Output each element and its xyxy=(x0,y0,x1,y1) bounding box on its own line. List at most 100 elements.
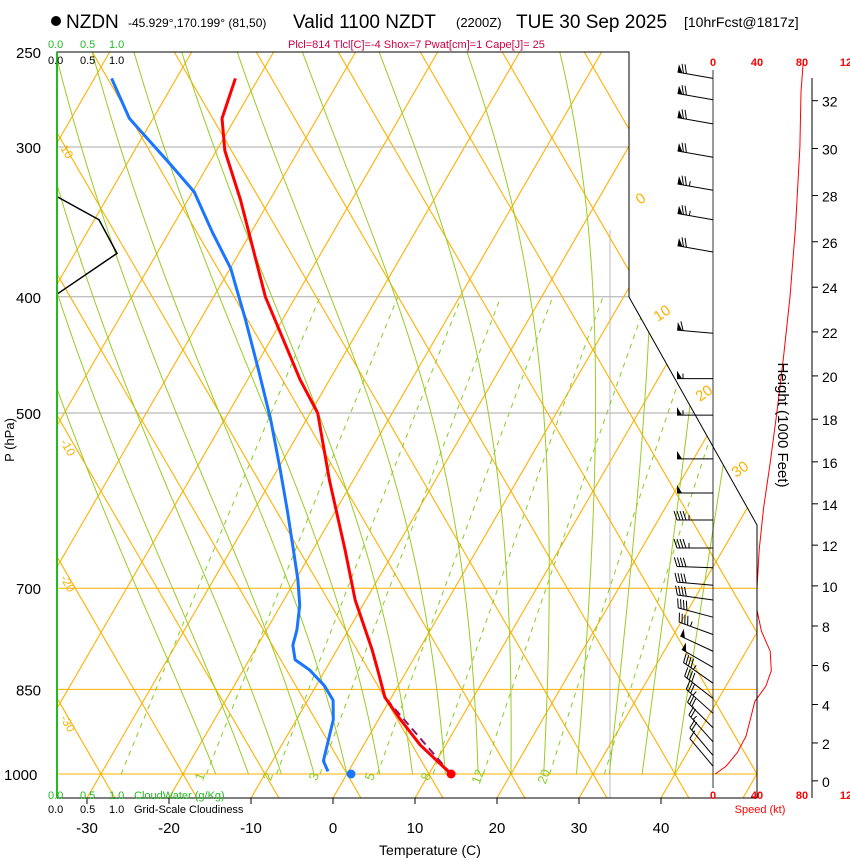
wind-barb-tick xyxy=(691,721,698,731)
wind-barb-pennant xyxy=(677,407,682,416)
wind-barb-pennant xyxy=(677,85,683,95)
isotherm-line xyxy=(250,52,685,798)
wind-barb xyxy=(683,653,714,684)
y-axis-label: P (hPa) xyxy=(2,418,17,462)
speed-tick: 12 xyxy=(840,790,850,802)
moist-adiabat-label: 30 xyxy=(729,458,752,481)
wind-barb xyxy=(677,450,713,460)
speed-tick: 40 xyxy=(751,790,763,802)
dry-adiabat-line xyxy=(419,52,757,798)
wind-barb xyxy=(677,237,714,253)
height-tick-label: 28 xyxy=(822,189,838,205)
x-tick-label: 20 xyxy=(489,820,506,837)
isotherm-label: -30 xyxy=(57,713,78,735)
wind-barb-half-tick xyxy=(692,715,697,720)
pressure-tick-label: 1000 xyxy=(4,767,37,784)
wind-barb-pennant xyxy=(677,143,683,152)
pressure-tick-label: 700 xyxy=(16,581,41,598)
wind-barb xyxy=(680,628,714,652)
dry-adiabat-line xyxy=(173,52,608,798)
mixing-ratio-line xyxy=(319,296,502,775)
plot-area xyxy=(57,52,757,798)
mixing-ratio-label: 20 xyxy=(534,767,553,786)
height-tick-label: 4 xyxy=(822,698,830,714)
wind-barb xyxy=(677,205,714,221)
cloud-axis-top: 0.0 0.5 1.0 0.0 0.5 1.0 xyxy=(48,39,124,67)
wind-barb-staff xyxy=(677,71,714,79)
height-tick-label: 22 xyxy=(822,325,838,341)
mixing-ratio-label: 8 xyxy=(417,770,434,782)
dry-adiabat-line xyxy=(91,52,526,798)
speed-axis: 0 40 80 12 0 40 80 12 Speed (kt) xyxy=(710,57,850,816)
wind-barb xyxy=(689,730,714,767)
station-coords: -45.929°,170.199° (81,50) xyxy=(128,16,266,30)
height-tick-label: 30 xyxy=(822,142,838,158)
cloudwater-label: CloudWater (g/Kg) xyxy=(134,790,225,802)
wind-barb-half-tick xyxy=(688,181,691,187)
wind-barb-tick xyxy=(682,538,687,549)
cloudiness-label: Grid-Scale Cloudiness xyxy=(134,804,244,816)
pressure-tick-label: 250 xyxy=(16,45,41,62)
cloudiness-tick: 0.5 xyxy=(80,804,95,816)
wind-barb-tick xyxy=(681,142,684,153)
moist-adiabat-line xyxy=(133,52,381,775)
forecast-info: [10hrFcst@1817z] xyxy=(684,14,799,30)
wind-barb-tick xyxy=(684,205,687,216)
moist-adiabat-label: 20 xyxy=(693,382,716,405)
wind-barb xyxy=(677,85,714,101)
wind-barb-tick xyxy=(684,85,687,96)
wind-barb-pennant xyxy=(677,109,683,119)
wind-barb-staff xyxy=(677,213,714,221)
wind-barb-pennant xyxy=(677,484,682,493)
height-tick-label: 16 xyxy=(822,455,838,471)
wind-barb-tick xyxy=(691,697,697,707)
wind-barb-tick xyxy=(673,538,678,549)
wind-barb-tick xyxy=(688,682,693,692)
mixing-ratio-line xyxy=(120,296,321,775)
wind-barb xyxy=(677,142,714,158)
isotherm-line xyxy=(57,52,439,798)
wind-barb-tick xyxy=(684,109,687,120)
wind-barb-tick xyxy=(690,658,695,668)
wind-barb xyxy=(675,585,714,601)
wind-barb-pennant xyxy=(677,176,683,185)
isotherm-line xyxy=(578,52,757,798)
wind-barb xyxy=(684,667,714,699)
wind-barb-tick xyxy=(682,510,687,521)
valid-time: Valid 1100 NZDT xyxy=(293,12,436,33)
wind-barb-tick xyxy=(673,510,678,521)
moist-adiabat-line xyxy=(57,52,315,775)
height-tick-label: 0 xyxy=(822,774,830,790)
wind-barb-tick xyxy=(679,510,684,521)
wind-barb-staff xyxy=(680,635,714,652)
x-axis-label: Temperature (C) xyxy=(379,842,481,858)
wind-barb-staff xyxy=(678,607,714,618)
wind-barb-tick xyxy=(685,655,690,665)
moist-adiabat-line xyxy=(466,52,550,775)
mixing-ratio-line xyxy=(205,296,399,775)
wind-barb-staff xyxy=(677,150,714,158)
wind-barb-tick xyxy=(676,510,681,521)
height-tick-label: 18 xyxy=(822,412,838,428)
wind-barb-tick xyxy=(681,175,684,186)
wind-barb-tick xyxy=(679,557,684,567)
cloudwater-tick: 0.5 xyxy=(80,790,95,802)
wind-barb-pennant xyxy=(677,322,683,331)
wind-barb xyxy=(677,175,714,191)
wind-barb-tick xyxy=(685,600,688,611)
speed-tick: 0 xyxy=(710,790,716,802)
x-tick-label: 40 xyxy=(653,820,670,837)
wind-barb xyxy=(677,63,714,79)
wind-barb xyxy=(681,642,714,668)
station-dot-icon xyxy=(51,16,61,26)
mixing-ratio-line xyxy=(276,296,463,775)
mixing-ratio-label: 2 xyxy=(259,770,276,782)
height-tick-label: 6 xyxy=(822,659,830,675)
x-tick-label: -20 xyxy=(158,820,180,837)
pressure-tick-label: 400 xyxy=(16,290,41,307)
moist-adiabat-line xyxy=(181,52,414,775)
wind-barb-tick xyxy=(683,653,687,663)
wind-barb-staff xyxy=(687,701,714,729)
